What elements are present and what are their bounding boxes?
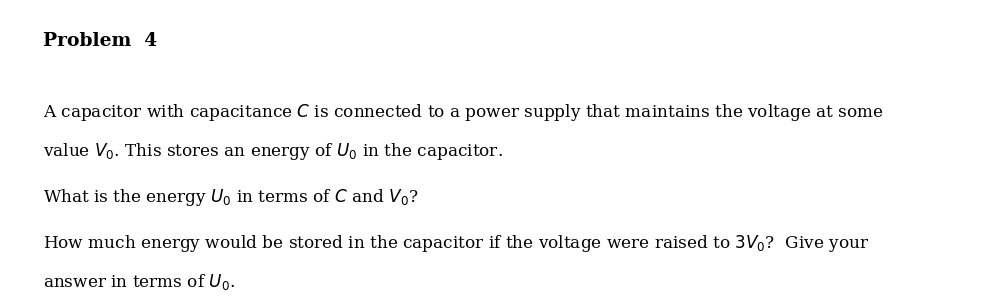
Text: value $V_0$. This stores an energy of $U_0$ in the capacitor.: value $V_0$. This stores an energy of $U… [43,141,503,162]
Text: How much energy would be stored in the capacitor if the voltage were raised to $: How much energy would be stored in the c… [43,232,868,254]
Text: answer in terms of $U_0$.: answer in terms of $U_0$. [43,272,235,292]
Text: A capacitor with capacitance $C$ is connected to a power supply that maintains t: A capacitor with capacitance $C$ is conn… [43,102,883,123]
Text: Problem  4: Problem 4 [43,32,156,50]
Text: What is the energy $U_0$ in terms of $C$ and $V_0$?: What is the energy $U_0$ in terms of $C$… [43,188,418,208]
